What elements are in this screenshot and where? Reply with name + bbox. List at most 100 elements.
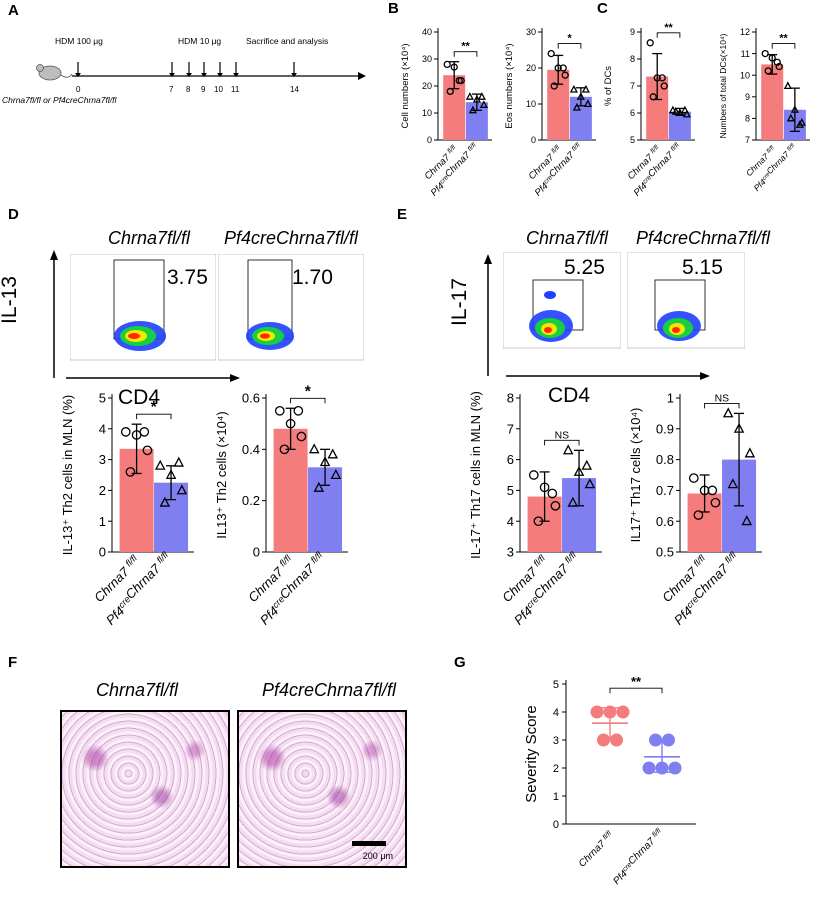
data-point [707, 485, 718, 496]
significance-bracket [771, 43, 796, 49]
data-point [576, 92, 585, 100]
data-point [590, 705, 604, 719]
data-point [775, 62, 783, 71]
data-point [660, 82, 668, 90]
data-point [768, 54, 776, 62]
y-tick-label: 0 [553, 819, 559, 831]
flow-plot-d-ctrl [70, 254, 216, 361]
flow-plot-d-ko [218, 254, 364, 361]
data-point [671, 106, 680, 115]
bar-ctrl [761, 64, 784, 140]
significance-label: ** [779, 33, 788, 45]
scale-bar [352, 841, 386, 846]
data-point [159, 496, 171, 507]
data-point [581, 84, 590, 93]
timeline-end: Sacrifice and analysis [246, 36, 328, 46]
y-axis-label: IL13⁺ Th2 cells (×10⁴) [214, 411, 229, 538]
data-point [539, 482, 550, 493]
data-point [313, 481, 325, 492]
y-tick-label: 0.4 [242, 442, 260, 457]
data-point [330, 468, 342, 480]
significance-bracket [609, 687, 663, 694]
data-point [569, 84, 578, 93]
y-tick-label: 5 [553, 679, 559, 691]
y-tick-label: 9 [745, 92, 750, 102]
data-point [154, 459, 166, 470]
y-tick-label: 30 [422, 54, 432, 64]
data-point [547, 49, 555, 58]
data-point [533, 516, 544, 527]
y-tick-label: 0.6 [242, 391, 260, 406]
significance-bracket [656, 32, 681, 38]
data-point [741, 515, 753, 526]
flow-d-xlabel: CD4 [118, 386, 161, 409]
day-10: 10 [214, 85, 223, 94]
y-tick-label: 7 [745, 135, 750, 145]
panel-label-a: A [8, 2, 19, 19]
significance-label: * [151, 399, 158, 416]
significance-label: NS [715, 393, 730, 404]
y-tick-label: 4 [553, 707, 559, 719]
data-point [327, 448, 339, 459]
mouse-icon [36, 64, 73, 81]
chart-severity-score: 0 1 2 3 4 5 Severity Score ** Chrna7 fl/flPf4cre… [523, 674, 696, 887]
data-point [528, 470, 539, 480]
significance-bracket [557, 43, 582, 49]
data-point [319, 456, 331, 467]
panel-label-f: F [8, 654, 18, 671]
data-point [693, 510, 704, 520]
bar-ko [465, 102, 488, 140]
data-point [649, 733, 662, 747]
significance-label: * [305, 384, 312, 400]
data-point [790, 105, 799, 113]
data-point [443, 60, 451, 69]
bar-ctrl [443, 75, 466, 140]
y-tick-label: 3 [99, 452, 106, 467]
y-tick-label: 5 [630, 135, 635, 145]
data-point [727, 478, 739, 489]
y-tick-label: 0.8 [656, 452, 674, 467]
data-point [561, 71, 569, 79]
day-7: 7 [169, 85, 174, 94]
y-tick-label: 30 [526, 27, 536, 37]
flow-plot-e-ctrl [503, 252, 621, 349]
y-tick-label: 6 [507, 452, 514, 467]
x-tick-label-ctrl: Chrna7 fl/fl [577, 830, 617, 870]
y-axis-label: IL-17⁺ Th17 cells in MLN (%) [468, 391, 483, 559]
y-tick-label: 1 [667, 391, 674, 406]
y-axis-label: IL-13⁺ Th2 cells in MLN (%) [60, 395, 75, 556]
significance-bracket [704, 402, 740, 409]
data-point [550, 500, 561, 511]
significance-label: * [567, 33, 572, 45]
significance-bracket [290, 397, 326, 404]
histology-image-ko: 200 μm [237, 710, 407, 868]
data-point [733, 422, 745, 433]
data-point [274, 405, 285, 416]
flow-plot-e-ko [627, 252, 745, 349]
flow-e-title-ko: Pf4creChrna7fl/fl [636, 228, 771, 248]
data-point [584, 478, 596, 489]
y-tick-label: 0.2 [242, 493, 260, 508]
y-tick-label: 1 [553, 791, 559, 803]
data-point [699, 485, 710, 496]
x-tick-label-ko: Pf4creChrna7 fl/fl [609, 827, 669, 887]
data-point [446, 87, 454, 96]
histology-image-ctrl [60, 710, 230, 868]
flow-d-title-ctrl: Chrna7fl/fl [108, 228, 191, 248]
y-axis-label: Numbers of total DCs(×10⁴) [718, 33, 728, 138]
data-point [764, 67, 772, 75]
significance-bracket [453, 51, 478, 57]
y-tick-label: 12 [740, 27, 750, 37]
data-point [795, 120, 804, 128]
histology-title-ko: Pf4creChrna7fl/fl [262, 680, 397, 700]
data-point [455, 76, 463, 85]
data-point [450, 63, 458, 71]
y-tick-label: 6 [630, 108, 635, 118]
data-point [559, 64, 567, 72]
data-point [688, 473, 699, 483]
